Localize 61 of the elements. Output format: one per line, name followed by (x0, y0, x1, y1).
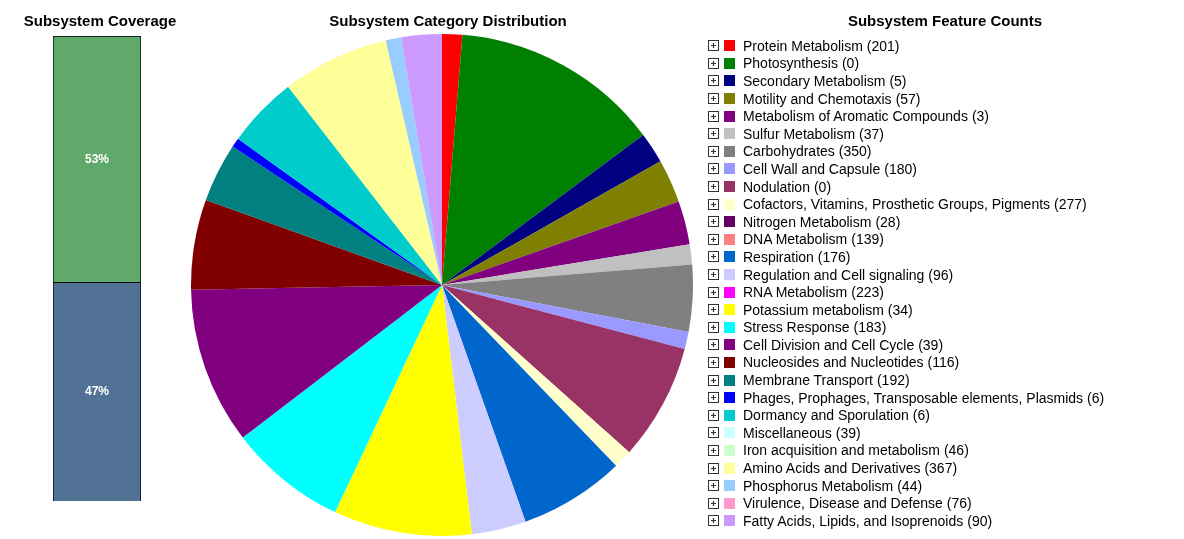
category-label: Respiration (743, 248, 814, 265)
data-label: (192) (876, 372, 910, 389)
data-label: (37) (859, 125, 884, 142)
data-label: (76) (946, 495, 972, 512)
category-label: Motility and Chemotaxis (743, 90, 892, 107)
category-label: Sulfur Metabolism (743, 125, 856, 142)
category-label: Phosphorus Metabolism (743, 477, 894, 494)
category-label: Carbohydrates (743, 143, 835, 160)
category-label: Nucleosides and Nucleotides (743, 354, 924, 371)
category-label: DNA Metabolism (743, 231, 848, 248)
category-label: Cofactors, Vitamins, Prosthetic Groups, Pigments (743, 196, 1051, 213)
data-label: 47% (84, 384, 110, 399)
data-label: (183) (853, 319, 887, 336)
data-label: 53% (84, 151, 110, 166)
data-label: (39) (918, 336, 944, 353)
category-label: Membrane Transport (743, 372, 873, 389)
chart-title: Subsystem Category Distribution (329, 12, 567, 29)
data-label: (367) (924, 460, 958, 477)
data-label: (34) (887, 301, 913, 318)
data-label: (46) (943, 442, 969, 459)
data-label: (6) (912, 407, 930, 424)
text: Subsystem Feature Counts (847, 12, 1043, 29)
category-label: Dormancy and Sporulation (743, 407, 909, 424)
category-label: Amino Acids and Derivatives (743, 460, 921, 477)
category-label: Miscellaneous (743, 424, 832, 441)
category-label: Cell Wall and Capsule (743, 160, 881, 177)
category-label: Cell Division and Cell Cycle (743, 336, 915, 353)
category-label: Nitrogen Metabolism (743, 213, 872, 230)
data-label: (90) (967, 512, 993, 529)
data-label: (223) (851, 284, 884, 301)
category-label: Photosynthesis (743, 55, 838, 72)
category-label: Potassium metabolism (743, 301, 884, 318)
category-label: Stress Response (743, 319, 850, 336)
category-label: Protein Metabolism (743, 37, 863, 54)
category-label: Virulence, Disease and Defense (743, 495, 943, 512)
chart-title: Subsystem Coverage (23, 12, 177, 29)
data-label: (44) (897, 477, 923, 494)
data-label: (277) (1054, 196, 1087, 213)
category-label: Phages, Prophages, Transposable elements, Plasmids (743, 389, 1084, 406)
data-label: (0) (841, 55, 860, 72)
data-label: (0) (813, 178, 832, 195)
data-label: (350) (838, 143, 872, 160)
data-label: (180) (884, 160, 917, 177)
data-label: (201) (866, 37, 900, 54)
data-label: (3) (971, 108, 989, 125)
category-label: Fatty Acids, Lipids, and Isoprenoids (743, 512, 964, 529)
data-label: (139) (851, 231, 884, 248)
category-label: Metabolism of Aromatic Compounds (743, 108, 968, 125)
category-label: RNA Metabolism (743, 284, 848, 301)
category-label: Regulation and Cell signaling (743, 266, 925, 283)
category-label: Nodulation (743, 178, 810, 195)
category-label: Iron acquisition and metabolism (743, 442, 940, 459)
data-label: (96) (928, 266, 954, 283)
data-label: (176) (817, 248, 851, 265)
data-label: (57) (895, 90, 921, 107)
data-label: (28) (875, 213, 901, 230)
data-label: (5) (889, 72, 907, 89)
category-label: Secondary Metabolism (743, 72, 886, 89)
data-label: (116) (927, 354, 960, 371)
data-label: (39) (835, 424, 861, 441)
data-label: (6) (1087, 389, 1105, 406)
